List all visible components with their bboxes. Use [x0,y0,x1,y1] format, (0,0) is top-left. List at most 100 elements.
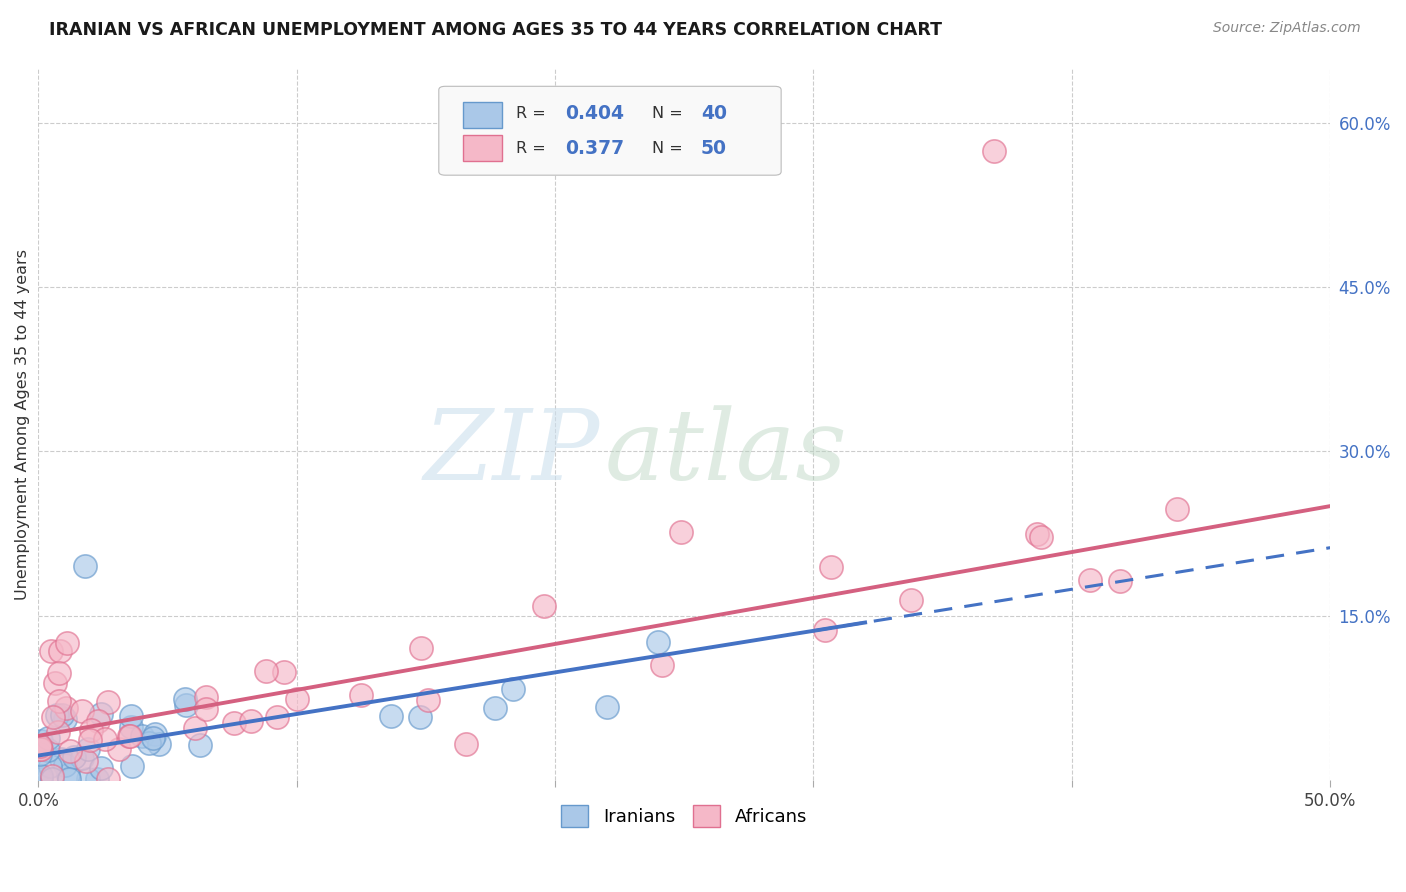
Point [28,747,51,761]
Y-axis label: Unemployment Among Ages 35 to 44 years: Unemployment Among Ages 35 to 44 years [15,249,30,599]
Point [30,734,52,748]
Point [456,737,478,751]
Point [1026,527,1049,541]
Point [138,736,160,750]
Point [44,676,66,690]
Point [48,694,70,708]
Point [59,744,82,758]
Point [97,772,120,786]
Point [131,729,153,743]
Point [53,713,76,727]
Point [596,699,619,714]
Point [239,714,262,728]
Text: R =: R = [516,141,551,156]
FancyBboxPatch shape [464,102,502,128]
Point [174,692,197,706]
Text: 50: 50 [702,138,727,158]
Point [30,742,52,756]
Point [533,599,555,613]
Point [820,560,842,574]
Point [1078,574,1101,588]
Point [121,759,143,773]
Point [409,710,432,724]
Point [49,752,72,766]
Point [56,635,79,649]
Point [48,666,70,681]
Point [194,690,217,704]
Point [108,741,131,756]
Point [1109,574,1132,588]
Point [30,769,52,783]
Point [380,708,402,723]
FancyBboxPatch shape [464,136,502,161]
Point [194,701,217,715]
Point [254,664,277,678]
Text: 40: 40 [702,103,727,123]
Point [39,759,62,773]
Text: N =: N = [652,141,688,156]
Point [983,144,1005,158]
Point [669,524,692,539]
Point [77,742,100,756]
Point [37,743,59,757]
Point [90,707,112,722]
Point [142,731,165,745]
Text: 0.404: 0.404 [565,103,624,123]
Point [39,644,62,658]
Point [813,623,835,637]
Point [188,738,211,752]
Text: atlas: atlas [605,405,846,500]
Point [174,698,197,713]
Point [51,708,73,723]
Point [224,716,246,731]
Point [409,640,432,655]
Point [42,710,65,724]
Text: IRANIAN VS AFRICAN UNEMPLOYMENT AMONG AGES 35 TO 44 YEARS CORRELATION CHART: IRANIAN VS AFRICAN UNEMPLOYMENT AMONG AG… [49,21,942,39]
Point [118,730,141,744]
Point [285,692,308,706]
Point [41,772,63,786]
Point [73,559,96,574]
Point [1029,530,1052,544]
Point [53,757,76,772]
Point [93,731,115,746]
Point [45,708,67,723]
Point [55,701,77,715]
Point [184,721,207,735]
Point [97,695,120,709]
Point [28,739,51,753]
Point [72,751,94,765]
Text: ZIP: ZIP [425,405,600,500]
Point [30,772,52,786]
Point [70,704,93,718]
Point [49,644,72,658]
Point [28,742,51,756]
Point [651,658,673,673]
Point [58,772,80,786]
Point [118,729,141,743]
Text: N =: N = [652,106,688,120]
Point [41,769,63,783]
Point [647,635,669,649]
Point [273,665,295,680]
Point [63,749,86,764]
Point [37,731,59,745]
Point [502,682,524,697]
Point [418,692,440,706]
Legend: Iranians, Africans: Iranians, Africans [554,798,814,835]
Point [484,701,506,715]
Point [46,725,69,739]
Text: 0.377: 0.377 [565,138,624,158]
Text: Source: ZipAtlas.com: Source: ZipAtlas.com [1213,21,1361,36]
Point [266,709,288,723]
Point [143,727,166,741]
Point [86,772,108,786]
Point [120,709,142,723]
Point [80,723,103,737]
Text: R =: R = [516,106,551,120]
Point [900,592,922,607]
Point [79,733,101,747]
Point [58,768,80,782]
FancyBboxPatch shape [439,87,782,175]
Point [121,720,143,734]
